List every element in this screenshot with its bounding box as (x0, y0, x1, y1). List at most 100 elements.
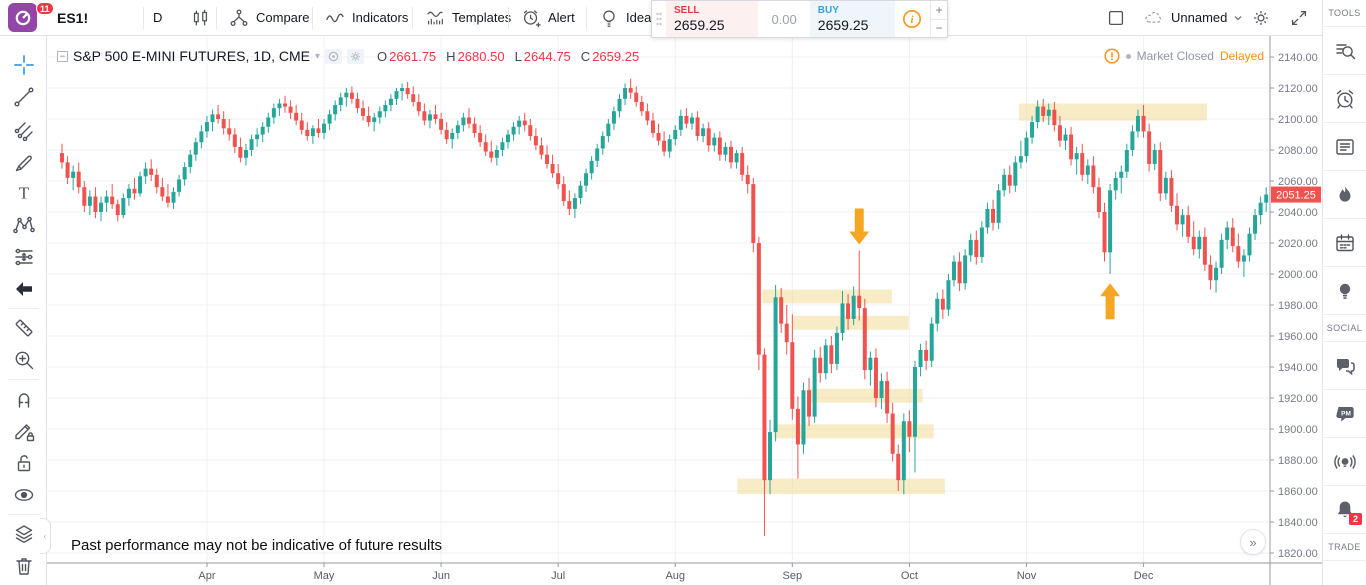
forecast-tool[interactable] (11, 244, 37, 270)
sell-button[interactable]: SELL 2659.25 (665, 1, 759, 37)
drag-dots-icon (656, 12, 662, 26)
interval-button[interactable]: D (153, 0, 162, 35)
magnet-tool[interactable] (11, 386, 37, 412)
quantity-stepper: + − (930, 1, 947, 37)
sell-label: SELL (673, 5, 700, 16)
warning-icon[interactable] (1104, 48, 1120, 64)
separator (412, 7, 413, 29)
notifications-panel-button[interactable]: 2 (1323, 486, 1366, 534)
templates-icon (427, 11, 443, 24)
go-to-latest-button[interactable]: » (1240, 529, 1266, 555)
compare-button[interactable]: Compare (228, 0, 309, 35)
trash-tool[interactable] (11, 553, 37, 579)
private-messages-panel-button[interactable]: PM (1323, 390, 1366, 438)
high-label: H (446, 48, 456, 64)
buy-label: BUY (817, 5, 839, 16)
ideas-bulb-panel-button[interactable] (1323, 267, 1366, 315)
pitchfork-tool[interactable] (11, 116, 37, 142)
candles-style-icon (193, 9, 208, 25)
layers-tool[interactable] (11, 521, 37, 547)
order-info-button[interactable]: i (895, 1, 930, 37)
buy-button[interactable]: BUY 2659.25 (809, 1, 895, 37)
quantity-increase-button[interactable]: + (931, 1, 947, 20)
legend-settings-chip[interactable] (347, 48, 365, 64)
indicators-button[interactable]: Indicators (324, 0, 408, 35)
legend-visibility-chip[interactable] (325, 48, 343, 64)
toolbar-separator (8, 514, 39, 515)
svg-text:1920.00: 1920.00 (1278, 393, 1318, 405)
zoom-in-tool[interactable] (11, 347, 37, 373)
lock-tool[interactable] (11, 450, 37, 476)
price-axis[interactable]: 2140.00 2120.00 2100.00 2080.00 2060.00 2040.… (1270, 52, 1321, 560)
text-tool[interactable]: T (11, 180, 37, 206)
svg-text:1900.00: 1900.00 (1278, 424, 1318, 436)
arrow-back-tool[interactable] (11, 276, 37, 302)
candlestick-chart[interactable]: 2140.00 2120.00 2100.00 2080.00 2060.00 2040.… (47, 36, 1322, 585)
disclaimer-text: Past performance may not be indicative o… (71, 537, 443, 554)
svg-text:2120.00: 2120.00 (1278, 83, 1318, 95)
logo-notification-badge: 11 (36, 2, 54, 15)
streams-panel-button[interactable] (1323, 438, 1366, 486)
info-icon: i (903, 10, 922, 28)
svg-text:2000.00: 2000.00 (1278, 269, 1318, 281)
top-toolbar: 11 ES1! D Compare Indicators (0, 0, 1322, 38)
sidebar-section-trade: TRADE (1323, 534, 1366, 561)
market-status-text: Market Closed (1136, 49, 1214, 63)
signal-arrows[interactable] (849, 208, 1121, 320)
svg-text:1980.00: 1980.00 (1278, 300, 1318, 312)
toolbar-collapse-handle[interactable]: ‹ (40, 518, 51, 554)
headlines-panel-button[interactable] (1323, 123, 1366, 171)
quantity-decrease-button[interactable]: − (935, 21, 943, 36)
legend-caret-icon[interactable]: ▾ (315, 50, 321, 62)
xabcd-pattern-tool[interactable] (11, 212, 37, 238)
eye-tool[interactable] (11, 482, 37, 508)
crosshair-tool[interactable] (11, 52, 37, 78)
legend-collapse-icon[interactable]: − (57, 50, 68, 62)
svg-text:2140.00: 2140.00 (1278, 52, 1318, 64)
draw-lock-tool[interactable] (11, 418, 37, 444)
gear-icon (1254, 10, 1268, 25)
ideas-button[interactable]: Ideas (598, 0, 658, 35)
calendar-panel-button[interactable] (1323, 219, 1366, 267)
svg-text:PM: PM (1341, 410, 1351, 417)
notification-count-badge: 2 (1349, 513, 1362, 525)
save-layout-button[interactable]: Unnamed (1143, 0, 1243, 35)
alert-clock-icon (523, 9, 541, 27)
svg-text:1840.00: 1840.00 (1278, 517, 1318, 529)
chart-style-button[interactable] (189, 0, 211, 35)
settings-button[interactable] (1250, 0, 1272, 35)
app-logo[interactable]: 11 (8, 2, 54, 32)
alert-button[interactable]: Alert (520, 0, 575, 35)
chevron-down-icon (1234, 15, 1242, 20)
order-panel: SELL 2659.25 0.00 BUY 2659.25 i + − (651, 0, 948, 38)
symbol-button[interactable]: ES1! (57, 0, 88, 35)
mini-gear-icon (351, 51, 360, 61)
brush-tool[interactable] (11, 148, 37, 174)
hotlist-panel-button[interactable] (1323, 171, 1366, 219)
chats-panel-button[interactable] (1323, 342, 1366, 390)
interval-label: D (153, 10, 163, 25)
svg-text:Aug: Aug (665, 570, 685, 582)
market-status: Market Closed Delayed (1104, 48, 1264, 64)
svg-text:2100.00: 2100.00 (1278, 114, 1318, 126)
ruler-tool[interactable] (11, 315, 37, 341)
chart-legend: − S&P 500 E-MINI FUTURES, 1D, CME ▾ O 266… (57, 48, 639, 64)
layout-grid-button[interactable] (1105, 0, 1127, 35)
last-price-label: 2051.25 (1271, 186, 1321, 203)
sr-zones[interactable] (737, 103, 1207, 495)
separator (143, 7, 144, 29)
templates-label: Templates (452, 10, 512, 25)
compare-label: Compare (256, 10, 310, 25)
alarm-panel-button[interactable] (1323, 75, 1366, 123)
time-axis[interactable]: Apr May Jun Jul Aug Sep Oct Nov Dec (198, 563, 1154, 582)
screener-panel-button[interactable] (1323, 27, 1366, 75)
trend-line-tool[interactable] (11, 84, 37, 110)
open-value: 2661.75 (389, 48, 437, 64)
alert-label: Alert (548, 10, 575, 25)
delayed-badge[interactable]: Delayed (1219, 49, 1264, 63)
templates-button[interactable]: Templates (424, 0, 511, 35)
order-panel-drag-handle[interactable] (652, 1, 666, 37)
svg-text:Sep: Sep (783, 570, 803, 582)
svg-text:2060.00: 2060.00 (1278, 176, 1318, 188)
fullscreen-button[interactable] (1288, 0, 1310, 35)
